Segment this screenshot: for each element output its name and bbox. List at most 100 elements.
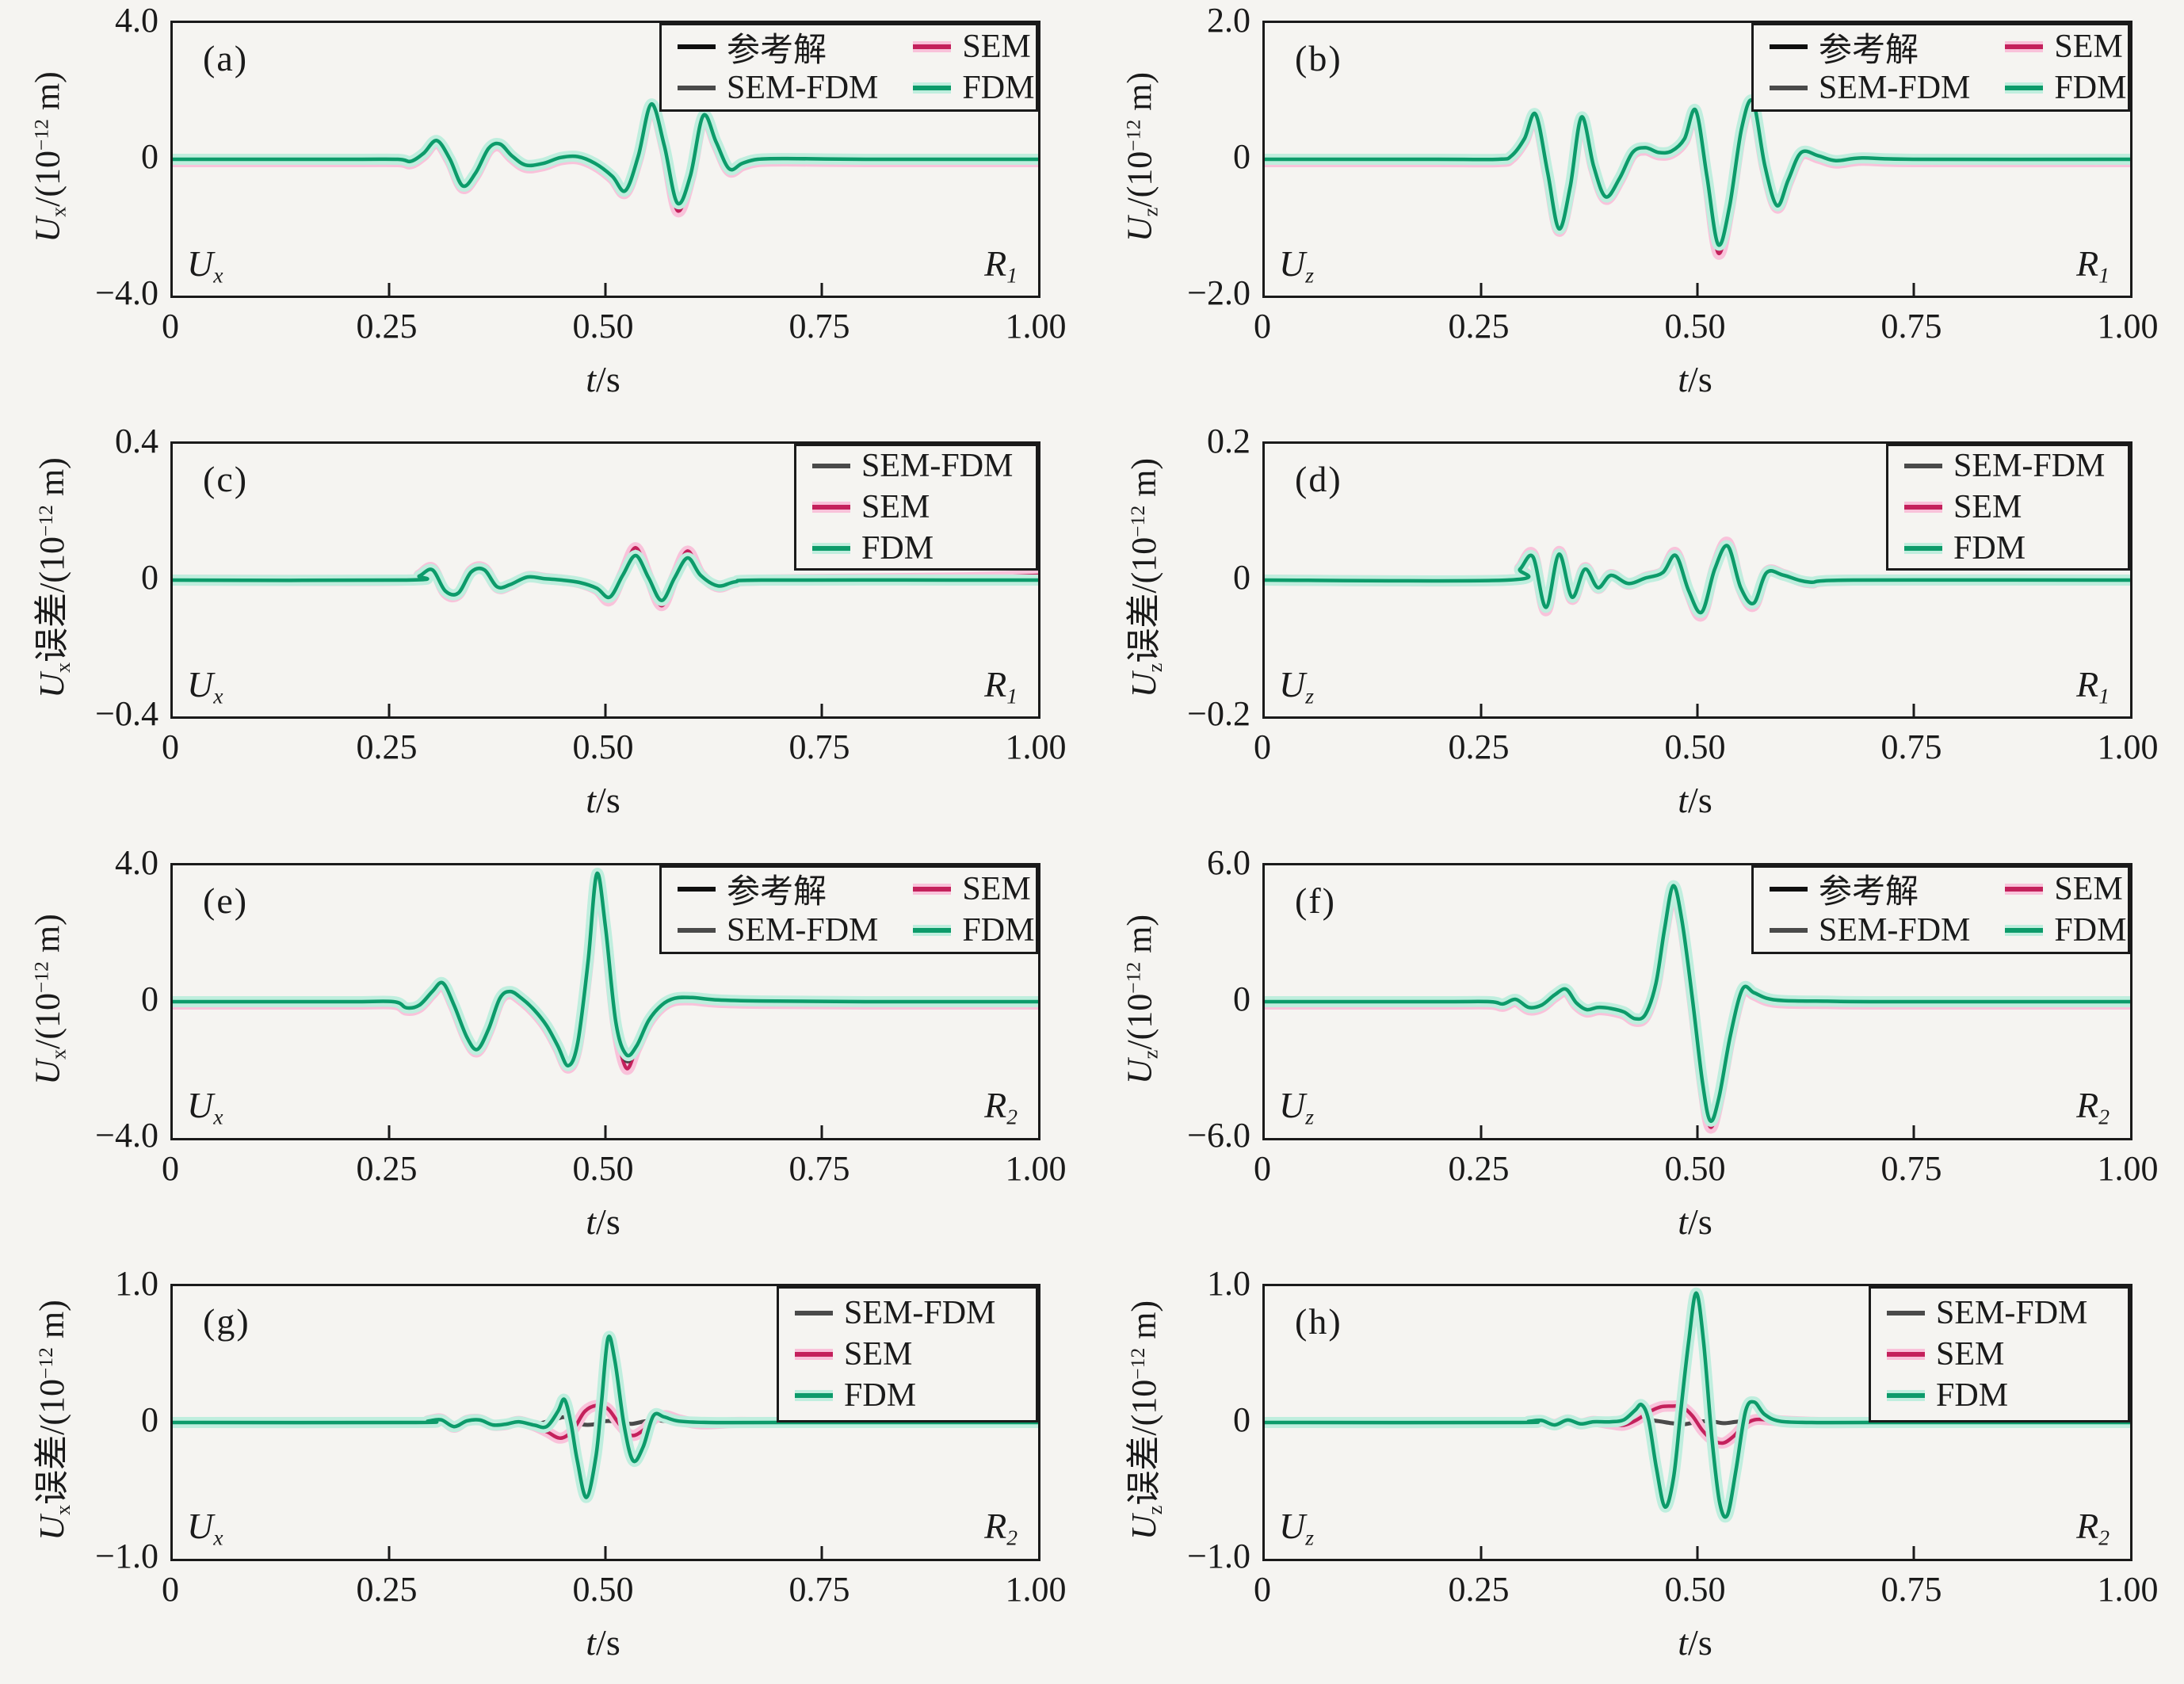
legend-label: SEM-FDM: [844, 1294, 996, 1331]
legend-label: FDM: [844, 1377, 917, 1414]
x-tick-label: 0.25: [1448, 1148, 1510, 1188]
legend-swatch-line: [795, 1392, 833, 1398]
waveform-chart: [173, 98, 1038, 296]
legend-item-sem: SEM: [913, 869, 1034, 910]
legend-swatch-sem: [913, 39, 952, 55]
series-line-fdm: [1265, 1291, 2130, 1519]
legend: 参考解 SEM SEM-FDM FDM: [1751, 23, 2130, 112]
x-tick-label: 0.50: [1664, 307, 1726, 346]
y-tick-label: 0: [1233, 558, 1250, 598]
legend-item-sem_fdm: SEM-FDM: [1904, 445, 2115, 487]
legend-item-sem_fdm: SEM-FDM: [678, 910, 878, 951]
y-tick-label: 0: [1233, 1400, 1250, 1439]
y-tick-label: 0: [141, 558, 158, 598]
x-tick-label: 0.50: [572, 727, 634, 767]
legend-label: FDM: [2054, 70, 2127, 106]
axis-ticks: [1265, 158, 2130, 296]
axis-ticks: [173, 1421, 1038, 1559]
legend: 参考解 SEM SEM-FDM FDM: [659, 865, 1038, 954]
x-tick-label: 1.00: [2097, 307, 2159, 346]
x-axis-title: t/s: [1678, 1621, 1712, 1663]
legend-item-fdm: FDM: [812, 528, 1023, 569]
legend-item-sem_fdm: SEM-FDM: [678, 67, 878, 109]
legend-label: 参考解: [727, 32, 827, 69]
series-line-fdm: [173, 554, 1038, 603]
x-tick-label: 0.25: [1448, 307, 1510, 346]
component-label: Ux: [187, 1085, 223, 1129]
waveform-chart: [1265, 94, 2130, 296]
legend-item-sem_fdm: SEM-FDM: [795, 1293, 1023, 1334]
series-line-fdm: [1265, 544, 2130, 615]
y-tick-label: 0: [1233, 137, 1250, 176]
y-tick-label: −4.0: [95, 273, 158, 312]
series-line-fdm: [1265, 97, 2130, 247]
panel-a: Ux/(10−12 m) 4.0 0 −4.0 (a) Ux R1 参考解 SEM SEM-FDM…: [0, 0, 1092, 421]
panel-tag: (h): [1295, 1300, 1342, 1342]
legend-item-fdm: FDM: [795, 1375, 1023, 1416]
legend-swatch-line: [1770, 886, 1808, 892]
x-tick-label: 0.75: [1880, 1569, 1942, 1609]
legend-swatch-fdm: [1887, 1388, 1925, 1403]
plot-area: (e) Ux R2 参考解 SEM SEM-FDM FDM: [170, 862, 1040, 1140]
legend-label: FDM: [962, 911, 1035, 949]
plot-area: (h) Uz R2 SEM-FDM SEM FDM: [1262, 1283, 2132, 1561]
legend-item-sem: SEM: [812, 487, 1023, 528]
x-axis-title: t/s: [1678, 780, 1712, 821]
receiver-label: R2: [2076, 1085, 2110, 1129]
receiver-label: R2: [2076, 1506, 2110, 1550]
x-tick-label: 0.25: [1448, 727, 1510, 767]
legend-item-sem: SEM: [2005, 26, 2126, 67]
legend-swatch-line: [913, 927, 952, 933]
legend-label: SEM-FDM: [861, 448, 1014, 485]
axis-ticks: [1265, 1000, 2130, 1138]
legend-swatch-sem_fdm: [1770, 80, 1808, 96]
legend-swatch-fdm: [812, 540, 850, 556]
waveform-chart: [1265, 1287, 2130, 1559]
legend-label: FDM: [1936, 1377, 2009, 1414]
x-tick-label: 0: [1254, 1569, 1271, 1609]
x-tick-label: 1.00: [1005, 727, 1067, 767]
x-tick-label: 0.25: [356, 1569, 418, 1609]
legend: SEM-FDM SEM FDM: [777, 1285, 1038, 1422]
legend: SEM-FDM SEM FDM: [1886, 444, 2130, 571]
y-tick-label: −0.2: [1187, 694, 1250, 734]
y-tick-label: 6.0: [1207, 842, 1250, 882]
legend-label: SEM: [1953, 489, 2022, 526]
legend-swatch-line: [1887, 1310, 1925, 1316]
legend-item-reference: 参考解: [1770, 26, 1970, 69]
receiver-label: R1: [2076, 663, 2110, 708]
panel-c: Ux误差/(10−12 m) 0.4 0 −0.4 (c) Ux R1 SEM-FDM SEM F…: [0, 421, 1092, 842]
legend-label: 参考解: [1819, 32, 1919, 69]
x-tick-label: 0.75: [1880, 307, 1942, 346]
y-tick-label: −6.0: [1187, 1115, 1250, 1155]
plot-area: (b) Uz R1 参考解 SEM SEM-FDM FDM: [1262, 21, 2132, 298]
legend-label: SEM: [962, 870, 1031, 907]
receiver-label: R1: [984, 663, 1018, 708]
receiver-label: R2: [984, 1085, 1018, 1129]
x-tick-label: 0.75: [788, 727, 850, 767]
legend-swatch-reference: [678, 881, 716, 897]
legend-item-sem: SEM: [913, 26, 1034, 67]
x-tick-label: 0.25: [356, 1148, 418, 1188]
waveform-chart: [1265, 537, 2130, 717]
legend-swatch-line: [678, 86, 716, 90]
legend-item-fdm: FDM: [1904, 528, 2115, 569]
panel-tag: (d): [1295, 459, 1342, 500]
component-label: Uz: [1279, 1085, 1314, 1129]
x-axis-title: t/s: [586, 780, 620, 821]
receiver-label: R1: [2076, 242, 2110, 287]
legend-swatch-fdm: [1904, 540, 1942, 556]
x-tick-label: 0: [162, 307, 179, 346]
x-axis-title: t/s: [1678, 359, 1712, 399]
legend-item-sem: SEM: [2005, 869, 2126, 910]
legend-swatch-line: [1887, 1392, 1925, 1398]
y-tick-label: −4.0: [95, 1115, 158, 1155]
legend-swatch-line: [913, 886, 952, 892]
plot-area: (f) Uz R2 参考解 SEM SEM-FDM FDM: [1262, 862, 2132, 1140]
legend-swatch-reference: [1770, 39, 1808, 55]
legend-item-sem_fdm: SEM-FDM: [1887, 1293, 2115, 1334]
legend-swatch-line: [913, 44, 952, 49]
y-tick-label: 0: [141, 1400, 158, 1439]
x-tick-label: 1.00: [2097, 727, 2159, 767]
